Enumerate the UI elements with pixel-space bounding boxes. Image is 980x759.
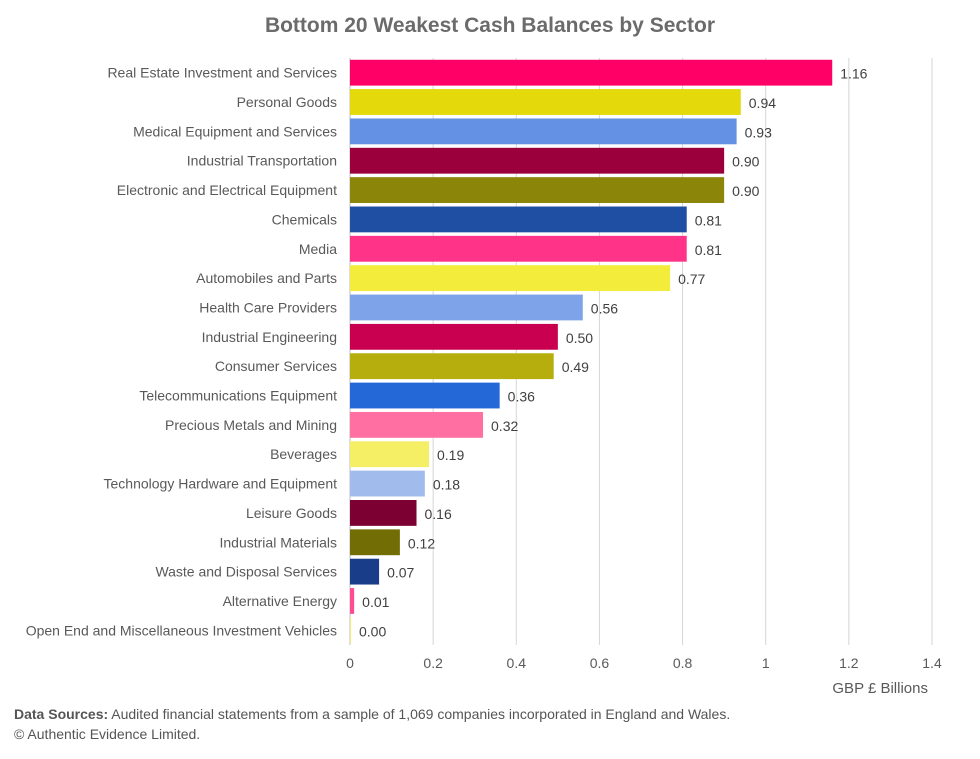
category-label: Chemicals <box>272 211 337 227</box>
data-sources-line: Data Sources: Audited financial statemen… <box>14 704 730 724</box>
data-label: 0.90 <box>732 183 759 199</box>
bar <box>350 353 554 380</box>
category-label: Telecommunications Equipment <box>139 388 337 404</box>
bar <box>350 411 484 438</box>
bar <box>350 441 429 468</box>
bar <box>350 382 500 409</box>
category-label: Leisure Goods <box>246 505 337 521</box>
bar <box>350 470 425 497</box>
category-label: Industrial Transportation <box>187 153 337 169</box>
x-tick-label: 0.2 <box>423 655 443 671</box>
category-label: Industrial Materials <box>220 534 338 550</box>
bar <box>350 617 351 644</box>
data-label: 0.77 <box>678 271 705 287</box>
data-label: 0.07 <box>387 565 414 581</box>
category-label: Automobiles and Parts <box>196 270 337 286</box>
x-tick-label: 0 <box>346 655 354 671</box>
bar <box>350 323 558 350</box>
x-tick-label: 0.6 <box>590 655 610 671</box>
category-label: Beverages <box>270 446 337 462</box>
bar <box>350 294 583 321</box>
bar <box>350 500 417 526</box>
data-label: 0.16 <box>425 506 452 522</box>
bar <box>350 147 725 174</box>
bar <box>350 89 741 115</box>
bar <box>350 118 737 145</box>
data-label: 0.94 <box>749 95 776 111</box>
data-label: 0.93 <box>745 124 772 140</box>
category-label: Precious Metals and Mining <box>165 417 337 433</box>
category-label: Health Care Providers <box>199 299 337 315</box>
data-sources-text: Audited financial statements from a samp… <box>108 706 731 722</box>
x-axis-label: GBP £ Billions <box>832 680 928 697</box>
data-label: 0.01 <box>362 594 389 610</box>
category-label: Consumer Services <box>215 358 337 374</box>
category-label: Real Estate Investment and Services <box>107 65 337 81</box>
bar <box>350 265 671 292</box>
bar <box>350 235 687 262</box>
data-label: 0.12 <box>408 535 435 551</box>
data-label: 0.18 <box>433 477 460 493</box>
x-tick-label: 1.4 <box>922 655 942 671</box>
bar <box>350 206 687 233</box>
data-label: 0.00 <box>359 623 386 639</box>
data-label: 0.81 <box>695 242 722 258</box>
bar <box>350 588 355 614</box>
category-label: Personal Goods <box>237 94 337 110</box>
bar <box>350 558 380 585</box>
category-label: Alternative Energy <box>223 593 337 609</box>
x-tick-label: 0.4 <box>507 655 527 671</box>
category-label: Open End and Miscellaneous Investment Ve… <box>26 622 337 638</box>
category-label: Industrial Engineering <box>202 329 337 345</box>
data-label: 0.19 <box>437 447 464 463</box>
category-label: Medical Equipment and Services <box>133 123 337 139</box>
x-tick-label: 1 <box>762 655 770 671</box>
bar <box>350 529 400 556</box>
bar <box>350 59 833 86</box>
data-sources-label: Data Sources: <box>14 706 109 722</box>
footer: Data Sources: Audited financial statemen… <box>14 704 730 744</box>
category-label: Technology Hardware and Equipment <box>104 476 338 492</box>
bar <box>350 177 725 203</box>
x-tick-label: 1.2 <box>839 655 859 671</box>
copyright-text: © Authentic Evidence Limited. <box>14 726 201 742</box>
category-label: Media <box>299 241 337 257</box>
data-label: 0.90 <box>732 154 759 170</box>
data-label: 0.50 <box>566 330 593 346</box>
x-tick-label: 0.8 <box>673 655 693 671</box>
data-label: 0.36 <box>508 389 535 405</box>
data-label: 0.32 <box>491 418 518 434</box>
data-label: 1.16 <box>840 66 867 82</box>
category-label: Waste and Disposal Services <box>155 564 337 580</box>
chart-title: Bottom 20 Weakest Cash Balances by Secto… <box>264 14 716 37</box>
data-label: 0.56 <box>591 300 618 316</box>
category-label: Electronic and Electrical Equipment <box>117 182 337 198</box>
data-label: 0.49 <box>562 359 589 375</box>
data-label: 0.81 <box>695 212 722 228</box>
